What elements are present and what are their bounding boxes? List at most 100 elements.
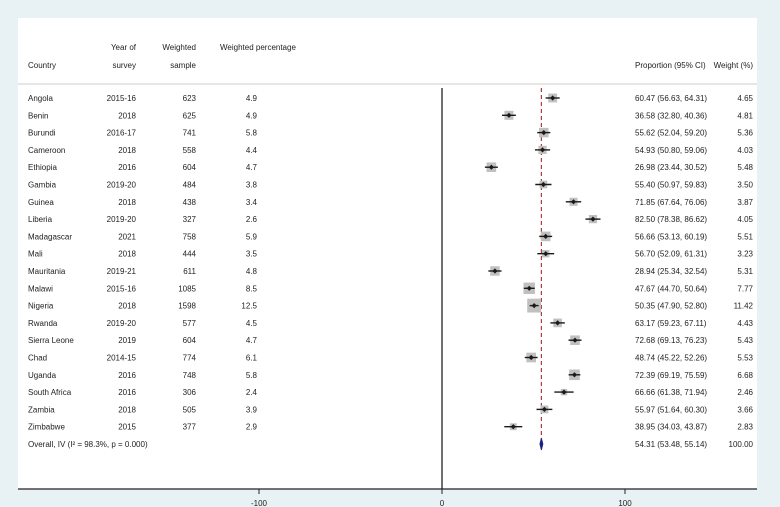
table-row: Guinea 2018 438 3.4 71.85 (67.64, 76.06) 3.87 (28, 197, 754, 207)
point-estimate-marker (540, 181, 546, 188)
country-label: Uganda (28, 371, 57, 380)
weight-value: 5.51 (737, 232, 753, 241)
point-estimate-marker (543, 233, 549, 239)
sample-value: 306 (183, 388, 197, 397)
year-value: 2019-20 (107, 215, 137, 224)
ci-value: 54.93 (50.80, 59.06) (635, 146, 707, 155)
weight-value: 4.03 (737, 146, 753, 155)
country-label: Burundi (28, 129, 56, 138)
point-estimate-marker (541, 406, 548, 412)
country-label: Liberia (28, 215, 53, 224)
sample-value: 1085 (178, 284, 196, 293)
header: Country Year of survey Weighted sample W… (18, 43, 757, 85)
country-label: Mauritania (28, 267, 66, 276)
weight-value: 4.43 (737, 319, 753, 328)
pct-value: 4.9 (246, 111, 258, 120)
year-value: 2016 (118, 371, 136, 380)
table-row: Liberia 2019-20 327 2.6 82.50 (78.38, 86.62)… (28, 214, 754, 224)
sample-value: 505 (183, 405, 197, 414)
pct-value: 3.9 (246, 405, 258, 414)
table-row: Mali 2018 444 3.5 56.70 (52.09, 61.31) 3.23 (28, 250, 754, 259)
pct-value: 2.9 (246, 423, 258, 432)
pct-value: 5.8 (246, 371, 258, 380)
year-value: 2016-17 (107, 129, 137, 138)
point-estimate-marker (510, 424, 516, 430)
point-estimate-marker (555, 320, 561, 326)
ci-value: 55.40 (50.97, 59.83) (635, 181, 707, 190)
point-estimate-marker (570, 199, 577, 205)
country-label: Cameroon (28, 146, 65, 155)
table-row: Nigeria 2018 1598 12.5 50.35 (47.90, 52.80) 1… (28, 298, 754, 313)
year-value: 2016 (118, 163, 136, 172)
pct-value: 4.5 (246, 319, 258, 328)
year-value: 2019-20 (107, 319, 137, 328)
weight-value: 11.42 (734, 302, 754, 311)
sample-value: 558 (183, 146, 197, 155)
country-label: Guinea (28, 198, 54, 207)
point-estimate-marker (541, 130, 547, 136)
point-estimate-marker (543, 251, 549, 257)
country-label: Rwanda (28, 319, 58, 328)
weight-value: 6.68 (737, 371, 753, 380)
table-row: Ethiopia 2016 604 4.7 26.98 (23.44, 30.52) 5.… (28, 162, 754, 172)
table-row: Sierra Leone 2019 604 4.7 72.68 (69.13, 76.2… (28, 335, 754, 345)
sample-value: 377 (183, 423, 197, 432)
ci-value: 48.74 (45.22, 52.26) (635, 354, 707, 363)
weight-value: 2.83 (737, 423, 753, 432)
table-row: Uganda 2016 748 5.8 72.39 (69.19, 75.59) 6.68 (28, 369, 754, 381)
year-value: 2018 (118, 250, 136, 259)
point-estimate-marker (528, 354, 534, 361)
sample-value: 604 (183, 336, 197, 345)
weight-value: 5.43 (737, 336, 753, 345)
header-year-1: Year of (111, 43, 137, 52)
table-row: Gambia 2019-20 484 3.8 55.40 (50.97, 59.83) 3… (28, 181, 754, 190)
sample-value: 1598 (178, 302, 196, 311)
pct-value: 4.7 (246, 336, 258, 345)
weight-value: 5.31 (737, 267, 753, 276)
sample-value: 625 (183, 111, 197, 120)
country-label: Zambia (28, 405, 55, 414)
weight-value: 4.05 (737, 215, 753, 224)
table-row: Chad 2014-15 774 6.1 48.74 (45.22, 52.26) 5.5… (28, 352, 754, 363)
weight-value: 4.81 (737, 111, 753, 120)
point-estimate-marker (572, 337, 578, 343)
year-value: 2016 (118, 388, 136, 397)
point-estimate-marker (539, 147, 546, 153)
sample-value: 741 (183, 129, 197, 138)
country-label: Mali (28, 250, 43, 259)
year-value: 2018 (118, 198, 136, 207)
sample-value: 774 (183, 354, 197, 363)
ci-value: 28.94 (25.34, 32.54) (635, 267, 707, 276)
header-pct: Weighted percentage (220, 43, 296, 52)
point-estimate-marker (526, 285, 532, 291)
weight-value: 5.36 (737, 129, 753, 138)
sample-value: 623 (183, 94, 197, 103)
header-sample-1: Weighted (162, 43, 196, 52)
point-estimate-marker (531, 303, 537, 309)
pct-value: 6.1 (246, 354, 258, 363)
year-value: 2015-16 (107, 94, 137, 103)
ci-value: 26.98 (23.44, 30.52) (635, 163, 707, 172)
sample-value: 604 (183, 163, 197, 172)
country-label: Ethiopia (28, 163, 57, 172)
point-estimate-marker (488, 164, 494, 170)
sample-value: 438 (183, 198, 197, 207)
pct-value: 4.7 (246, 163, 258, 172)
table-row: Zimbabwe 2015 377 2.9 38.95 (34.03, 43.87) 2.… (28, 423, 754, 432)
sample-value: 327 (183, 215, 197, 224)
overall-row: Overall, IV (I² = 98.3%, p = 0.000) 54.31… (28, 437, 754, 451)
point-estimate-marker (571, 372, 578, 378)
country-label: Chad (28, 354, 47, 363)
weight-value: 5.53 (737, 354, 753, 363)
table-row: Burundi 2016-17 741 5.8 55.62 (52.04, 59.20)… (28, 127, 754, 138)
country-label: Madagascar (28, 232, 72, 241)
country-label: Nigeria (28, 302, 54, 311)
point-estimate-marker (506, 112, 512, 118)
x-tick-label: -100 (251, 499, 268, 507)
sample-value: 577 (183, 319, 197, 328)
ci-value: 47.67 (44.70, 50.64) (635, 284, 707, 293)
header-year-2: survey (112, 61, 136, 70)
year-value: 2019-20 (107, 181, 137, 190)
year-value: 2018 (118, 405, 136, 414)
